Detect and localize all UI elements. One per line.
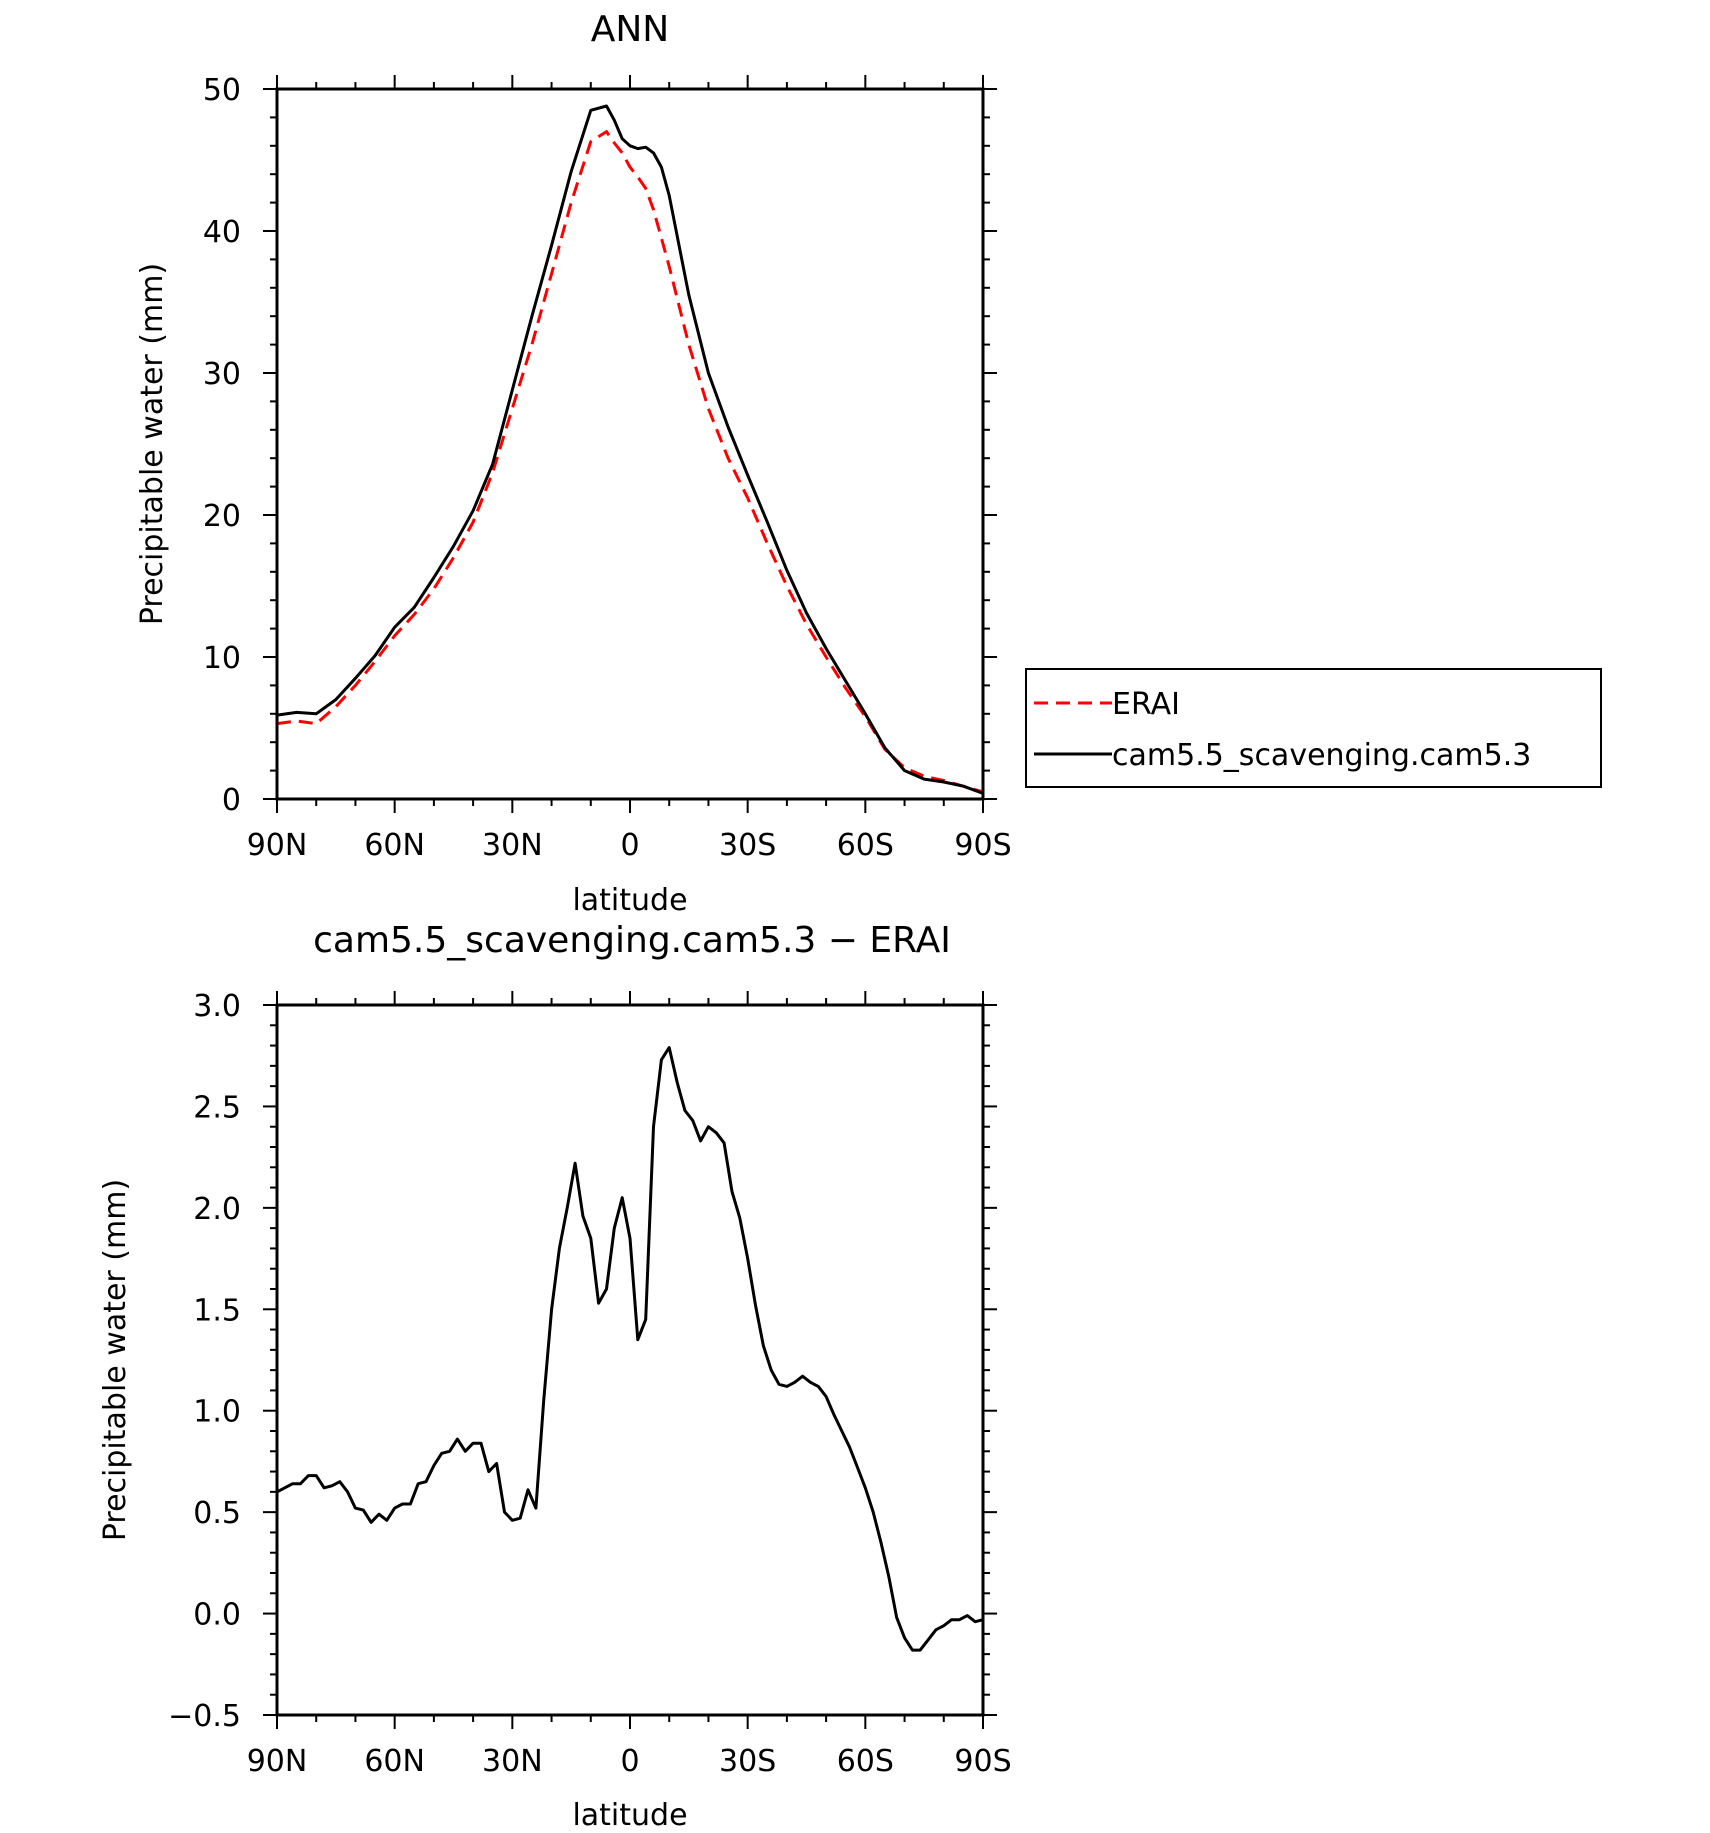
y-tick-label: −0.5	[168, 1699, 241, 1734]
legend-label: cam5.5_scavenging.cam5.3	[1112, 738, 1531, 773]
x-tick-label: 60N	[364, 1744, 425, 1779]
y-tick-label: 30	[203, 357, 241, 392]
y-tick-label: 3.0	[193, 989, 241, 1024]
y-tick-label: 1.5	[193, 1293, 241, 1328]
y-tick-label: 1.0	[193, 1395, 241, 1430]
x-tick-label: 30N	[482, 1744, 543, 1779]
y-tick-label: 0.5	[193, 1496, 241, 1531]
panel-bottom: cam5.5_scavenging.cam5.3 − ERAI 90N 60N 30N…	[98, 920, 1012, 1833]
panel-top: ANN 90N 60N 30N 0 30S 60S 90S 0 10 20 30 40 50 latitud…	[135, 9, 1012, 918]
chart-title: cam5.5_scavenging.cam5.3 − ERAI	[313, 920, 951, 961]
y-tick-label: 2.0	[193, 1192, 241, 1227]
x-tick-label: 90S	[954, 1744, 1011, 1779]
x-tick-label: 0	[620, 1744, 639, 1779]
series-line-cam5-5-scavenging-cam5-3	[277, 104, 983, 795]
series-line-difference	[277, 1046, 983, 1652]
x-tick-label: 90N	[247, 828, 308, 863]
x-tick-label: 60N	[364, 828, 425, 863]
y-tick-label: 20	[203, 499, 241, 534]
x-axis-label: latitude	[572, 1798, 687, 1833]
x-tick-label: 60S	[837, 828, 894, 863]
y-tick-label: 0	[222, 783, 241, 818]
plot-frame	[275, 87, 985, 801]
y-axis-label: Precipitable water (mm)	[98, 1179, 133, 1541]
x-tick-label: 90N	[247, 1744, 308, 1779]
y-axis-label: Precipitable water (mm)	[135, 263, 170, 625]
x-axis-label: latitude	[572, 883, 687, 918]
chart-title: ANN	[591, 9, 670, 50]
legend: ERAI cam5.5_scavenging.cam5.3	[1025, 668, 1602, 788]
x-tick-label: 30S	[719, 828, 776, 863]
y-tick-label: 40	[203, 215, 241, 250]
x-tick-label: 0	[620, 828, 639, 863]
y-tick-label: 0.0	[193, 1598, 241, 1633]
plot-frame	[275, 1003, 985, 1717]
x-tick-label: 60S	[837, 1744, 894, 1779]
x-tick-label: 90S	[954, 828, 1011, 863]
x-tick-label: 30S	[719, 1744, 776, 1779]
y-tick-label: 50	[203, 73, 241, 108]
y-tick-label: 10	[203, 641, 241, 676]
x-tick-label: 30N	[482, 828, 543, 863]
series-line-erai	[277, 130, 983, 794]
legend-label: ERAI	[1112, 687, 1180, 722]
legend-box	[1025, 668, 1602, 788]
y-tick-label: 2.5	[193, 1090, 241, 1125]
